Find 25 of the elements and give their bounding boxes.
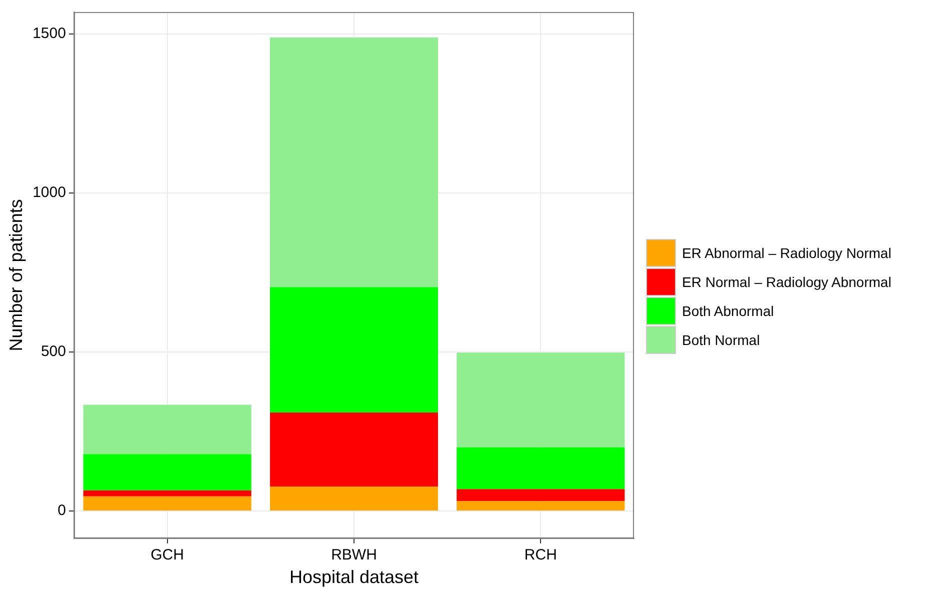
legend-label: Both Abnormal [682, 303, 774, 319]
bar [83, 496, 252, 511]
bar [83, 454, 252, 490]
y-tick-label: 0 [58, 502, 66, 520]
bar [456, 447, 625, 490]
x-tick-label: GCH [150, 546, 184, 564]
bar [456, 501, 625, 511]
x-tick-label: RBWH [331, 546, 377, 564]
bar [270, 486, 438, 511]
bar [270, 412, 438, 487]
y-tick-label: 1000 [32, 184, 66, 202]
y-tick-label: 1500 [32, 25, 66, 42]
x-axis-title: Hospital dataset [289, 567, 419, 588]
bar [83, 490, 252, 496]
bar [270, 287, 438, 412]
bar [456, 352, 625, 448]
legend-label: Both Normal [682, 332, 760, 348]
legend-label: ER Abnormal – Radiology Normal [682, 245, 892, 261]
bar [456, 489, 625, 502]
bar [270, 37, 438, 288]
legend-label: ER Normal – Radiology Abnormal [682, 274, 892, 290]
bar [83, 404, 252, 454]
x-tick-label: RCH [524, 546, 557, 564]
y-axis-title: Number of patients [6, 199, 26, 352]
y-tick-label: 500 [40, 343, 66, 360]
